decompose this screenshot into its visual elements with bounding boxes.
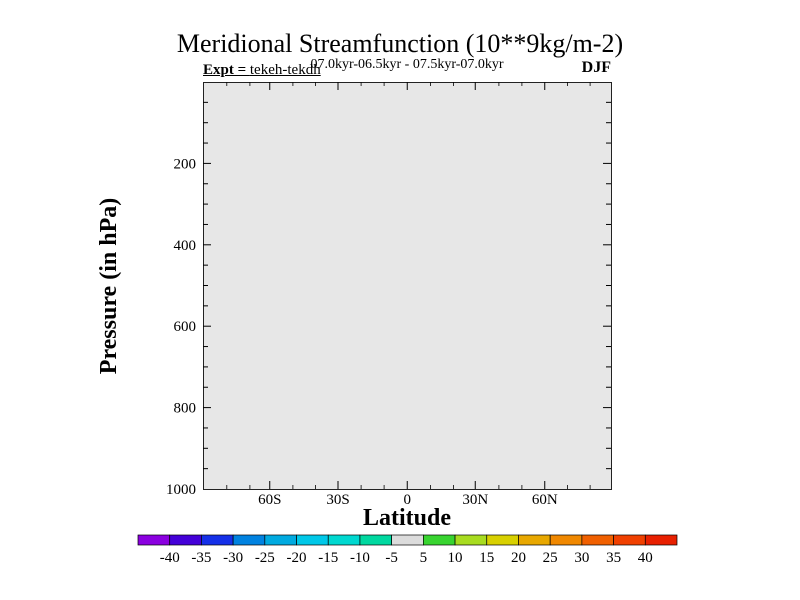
svg-text:-40: -40: [160, 550, 180, 566]
svg-text:-30: -30: [223, 550, 243, 566]
svg-text:25: 25: [543, 550, 558, 566]
svg-text:-5: -5: [385, 550, 398, 566]
svg-text:-35: -35: [191, 550, 211, 566]
svg-text:5: 5: [420, 550, 428, 566]
svg-text:-25: -25: [255, 550, 275, 566]
svg-text:15: 15: [479, 550, 494, 566]
svg-text:35: 35: [606, 550, 621, 566]
svg-text:-15: -15: [318, 550, 338, 566]
svg-text:30: 30: [574, 550, 589, 566]
svg-text:20: 20: [511, 550, 526, 566]
svg-text:10: 10: [448, 550, 463, 566]
svg-text:-10: -10: [350, 550, 370, 566]
svg-text:40: 40: [638, 550, 653, 566]
svg-text:-20: -20: [287, 550, 307, 566]
